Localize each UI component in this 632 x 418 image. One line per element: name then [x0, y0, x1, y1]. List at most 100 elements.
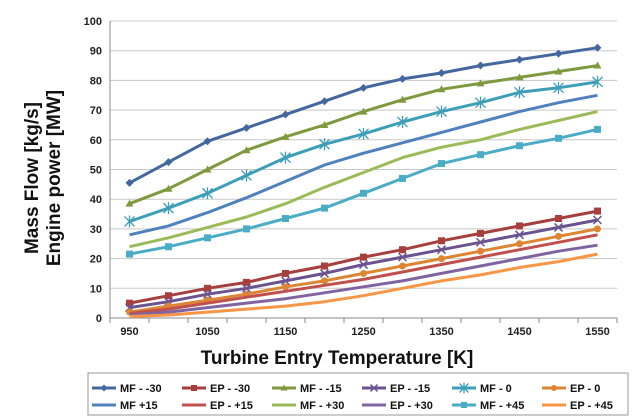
data-point	[360, 189, 367, 197]
data-point	[593, 61, 602, 69]
legend-marker	[551, 385, 557, 391]
data-point	[398, 74, 407, 83]
data-point	[241, 169, 252, 182]
legend-label: MF - -30	[120, 383, 162, 395]
y-tick-label: 60	[90, 135, 102, 147]
data-point	[515, 73, 524, 81]
data-point	[359, 83, 368, 92]
series-10	[126, 125, 601, 258]
series-8	[129, 110, 598, 249]
series-line	[128, 46, 598, 185]
legend: MF - -30 EP - -30 MF - -15 EP - -15 MF - 0 EP…	[87, 372, 629, 416]
x-tick-label: 1250	[351, 326, 375, 338]
data-point	[358, 260, 369, 270]
series-2	[125, 61, 602, 207]
y-tick-label: 30	[90, 224, 102, 236]
legend-entry: EP - -15	[362, 383, 430, 395]
legend-label: MF +15	[120, 400, 158, 412]
series-1	[126, 207, 601, 307]
legend-entry: EP - 0	[542, 383, 600, 395]
x-tick-label: 1050	[195, 326, 219, 338]
data-point	[202, 289, 213, 299]
data-point	[243, 225, 250, 233]
data-point	[516, 222, 523, 230]
data-point	[554, 49, 563, 58]
series-line	[129, 252, 598, 318]
x-tick-label: 1550	[585, 326, 609, 338]
data-point	[165, 292, 172, 300]
data-point	[282, 269, 289, 277]
data-point	[477, 151, 484, 159]
x-tick-label: 1350	[429, 326, 453, 338]
series-line	[129, 93, 598, 237]
data-point	[438, 237, 445, 245]
data-point	[592, 215, 603, 225]
data-point	[204, 284, 211, 292]
y-tick-label: 10	[90, 283, 102, 295]
data-point	[554, 67, 563, 75]
x-tick-label: 1450	[507, 326, 531, 338]
axes	[109, 21, 618, 323]
legend-entry: MF - +45	[452, 400, 524, 412]
data-point	[241, 283, 252, 293]
legend-marker	[280, 384, 288, 391]
data-point	[594, 125, 601, 133]
legend-entry: MF - 0	[452, 382, 512, 395]
data-point	[476, 61, 485, 70]
data-point	[204, 234, 211, 242]
data-point	[359, 107, 368, 115]
data-point	[438, 160, 445, 168]
data-point	[555, 134, 562, 142]
data-point	[553, 81, 564, 94]
x-tick-label: 1150	[274, 326, 298, 338]
data-point	[202, 187, 213, 200]
data-point	[399, 262, 406, 270]
legend-entry: MF - +30	[272, 400, 344, 412]
data-point	[125, 178, 134, 187]
data-point	[515, 55, 524, 64]
series-4	[124, 75, 603, 228]
data-point	[360, 269, 367, 277]
y-tick-label: 0	[96, 313, 102, 325]
data-point	[320, 120, 329, 128]
legend-label: MF - 0	[480, 383, 512, 395]
legend-label: EP - +15	[210, 400, 253, 412]
legend-entry: EP - +15	[182, 400, 253, 412]
data-point	[477, 247, 484, 255]
data-point	[397, 115, 408, 128]
legend-label: MF - -15	[300, 383, 342, 395]
y-tick-label: 80	[90, 75, 102, 87]
data-point	[592, 75, 603, 88]
data-point	[282, 215, 289, 223]
data-point	[321, 204, 328, 212]
data-point	[281, 110, 290, 119]
legend-entry: MF +15	[92, 400, 158, 412]
y-axis-title-line-2: Engine power [MW]	[44, 90, 65, 266]
data-point	[320, 97, 329, 106]
x-tick-labels: 950 1050 1150 1250 1350 1450 1550	[120, 326, 609, 338]
legend-entry: EP - +30	[362, 400, 433, 412]
y-tick-label: 40	[90, 194, 102, 206]
legend-label: EP - 0	[570, 383, 600, 395]
data-point	[126, 299, 133, 307]
data-point	[437, 85, 446, 93]
data-point	[242, 146, 251, 154]
data-point	[164, 158, 173, 167]
data-point	[437, 68, 446, 77]
data-point	[555, 232, 562, 240]
data-point	[125, 199, 134, 207]
legend-label: EP - -15	[390, 383, 430, 395]
data-point	[436, 105, 447, 118]
data-point	[516, 142, 523, 150]
data-point	[514, 230, 525, 240]
legend-label: MF - +30	[300, 400, 344, 412]
data-point	[319, 138, 330, 151]
data-point	[516, 240, 523, 248]
data-point	[243, 278, 250, 286]
legend-entry: EP - +45	[542, 400, 613, 412]
data-point	[475, 96, 486, 109]
data-point	[436, 245, 447, 255]
y-tick-label: 50	[90, 165, 102, 177]
legend-entry: MF - -30	[92, 383, 162, 395]
data-point	[594, 225, 601, 233]
